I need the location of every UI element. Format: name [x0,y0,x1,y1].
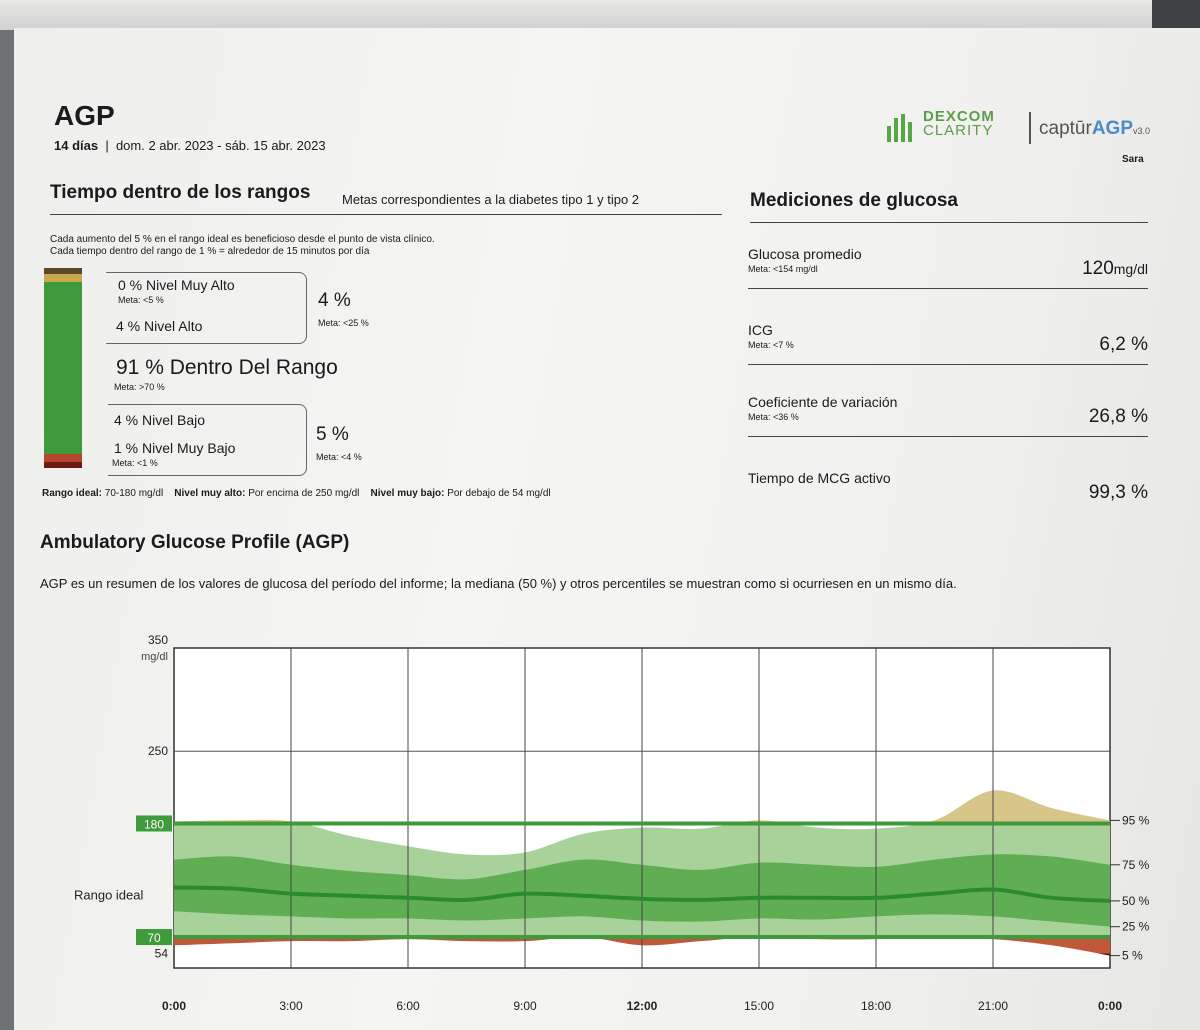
x-tick-label: 18:00 [861,999,891,1013]
very-high-def-value: Por encima de 250 mg/dl [248,488,360,499]
band-outer-very-low [1098,953,1110,956]
time-in-range-bar [44,268,82,468]
y-tick-badge [136,929,172,946]
x-tick-label: 12:00 [627,999,658,1013]
range-definitions: Rango ideal: 70-180 mg/dl Nivel muy alto… [42,488,551,499]
in-range-goal: Meta: >70 % [114,382,165,392]
period-separator: | [101,138,113,153]
x-tick-label: 0:00 [162,999,186,1013]
time-in-range-note: Cada aumento del 5 % en el rango ideal e… [50,234,435,258]
measurement-value: 120mg/dl [1082,258,1148,280]
measurement-goal: Meta: <36 % [748,412,799,422]
dexcom-clarity-logo: DEXCOM CLARITY [923,108,995,139]
low-label: 4 % Nivel Bajo [114,412,206,428]
ideal-range-value: 70-180 mg/dl [104,488,164,499]
bar-segment-in-range [44,282,82,454]
very-high-label: 0 % Nivel Muy Alto [118,277,235,293]
captur-logo-text: captūr [1039,118,1092,139]
time-in-range-title: Tiempo dentro de los rangos [50,182,311,203]
clarity-logo-text: CLARITY [923,122,994,139]
percentile-label: 25 % [1122,920,1150,934]
bar-segment-very-low [44,462,82,468]
note-line-1: Cada aumento del 5 % en el rango ideal e… [50,234,435,245]
bar-segment-high [44,274,82,282]
very-low-def-value: Por debajo de 54 mg/dl [447,488,551,499]
percentile-label: 50 % [1122,894,1150,908]
report-sheet: AGP 14 días | dom. 2 abr. 2023 - sáb. 15… [14,28,1200,1030]
measurement-number: 120 [1082,258,1114,279]
measurement-name: Coeficiente de variación [748,394,898,410]
high-bracket [106,272,307,344]
in-range-label: 91 % Dentro Del Rango [116,356,338,379]
very-low-label: 1 % Nivel Muy Bajo [114,440,236,456]
median-line [173,885,1111,903]
percentile-label: 95 % [1122,813,1150,827]
measurement-unit: mg/dl [1113,261,1148,277]
very-low-def-label: Nivel muy bajo: [370,488,445,499]
low-bracket [108,404,307,476]
high-combined-goal: Meta: <25 % [318,318,369,328]
low-combined-goal: Meta: <4 % [316,452,362,462]
measurement-goal: Meta: <154 mg/dl [748,264,818,274]
low-combined-value: 5 % [316,424,349,445]
measurement-name: Glucosa promedio [748,246,862,262]
measurement-row-cv: Coeficiente de variación Meta: <36 % 26,… [748,376,1148,437]
agp-chart: 350 250 180 70 54 mg/dl Rango ideal 0:00 3:00 6:0… [74,633,1150,1013]
x-tick-label: 3:00 [279,999,303,1013]
x-tick-label: 6:00 [396,999,420,1013]
measurement-value: 26,8 % [1088,406,1148,427]
very-high-goal: Meta: <5 % [118,295,164,305]
measurement-row-cgm-active: Tiempo de MCG activo 99,3 % [748,452,1148,512]
time-in-range-header: Tiempo dentro de los rangos Metas corres… [50,178,722,215]
very-high-def-label: Nivel muy alto: [174,488,246,499]
ideal-range-label: Rango ideal: [42,488,103,499]
y-axis-unit: mg/dl [141,651,168,663]
x-tick-label: 0:00 [1098,999,1122,1013]
agp-description: AGP es un resumen de los valores de gluc… [40,576,957,591]
measurement-row-gmi: ICG Meta: <7 % 6,2 % [748,304,1148,365]
high-label: 4 % Nivel Alto [116,318,203,334]
measurement-value: 99,3 % [1088,482,1148,503]
agp-title: Ambulatory Glucose Profile (AGP) [40,532,350,553]
x-tick-label: 21:00 [978,999,1008,1013]
target-range-label: Rango ideal [74,888,143,903]
report-days: 14 días [54,138,99,153]
brand-logos: DEXCOM CLARITY captūrAGPv3.0 [887,108,1167,148]
report-title: AGP [54,100,115,131]
bar-segment-low [44,454,82,462]
percentile-label: 5 % [1122,949,1143,963]
band-outer-above-range [174,790,1110,824]
time-in-range-goals: Metas correspondientes a la diabetes tip… [342,192,640,207]
y-tick-label: 54 [155,947,169,961]
y-tick-label: 250 [148,744,168,758]
y-tick-label: 70 [147,931,161,945]
high-combined-value: 4 % [318,290,351,311]
very-low-goal: Meta: <1 % [112,458,158,468]
dexcom-logo-text: DEXCOM [923,108,995,125]
measurement-goal: Meta: <7 % [748,340,794,350]
measurement-name: ICG [748,322,773,338]
x-tick-label: 15:00 [744,999,774,1013]
measurement-value: 6,2 % [1099,334,1148,355]
measurements-header: Mediciones de glucosa [750,186,1148,223]
report-period: 14 días | dom. 2 abr. 2023 - sáb. 15 abr… [54,138,326,153]
percentile-label: 75 % [1122,858,1150,872]
agp-version: v3.0 [1133,126,1151,136]
captur-agp-logo: captūrAGPv3.0 [1039,118,1150,140]
patient-name: Sara [1122,154,1144,165]
brand-divider [1029,112,1031,144]
y-tick-badge [136,815,172,832]
report-date-range: dom. 2 abr. 2023 - sáb. 15 abr. 2023 [115,138,326,153]
y-tick-label: 350 [148,633,168,647]
dexcom-logo-icon [887,114,915,142]
y-tick-label: 180 [144,817,164,831]
agp-logo-text: AGP [1091,118,1133,139]
measurement-row-average-glucose: Glucosa promedio Meta: <154 mg/dl 120mg/… [748,228,1148,289]
measurement-name: Tiempo de MCG activo [748,470,891,486]
bar-segment-very-high [44,268,82,274]
note-line-2: Cada tiempo dentro del rango de 1 % = al… [50,246,370,257]
measurements-title: Mediciones de glucosa [750,190,958,211]
x-tick-label: 9:00 [513,999,537,1013]
